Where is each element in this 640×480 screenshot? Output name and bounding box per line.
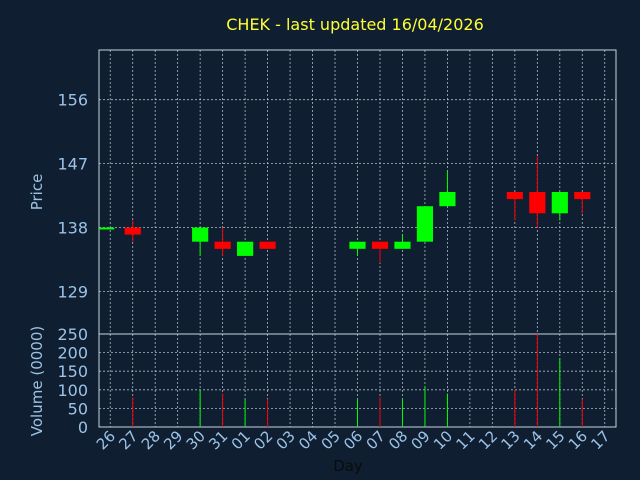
candles-layer — [99, 156, 591, 263]
day-axis-label: Day — [333, 457, 363, 475]
volume-bars-layer — [132, 334, 583, 427]
chart-title: CHEK - last updated 16/04/2026 — [226, 15, 484, 34]
candle-body — [237, 241, 254, 256]
candle-body — [214, 241, 231, 249]
candle-body — [529, 192, 546, 214]
price-tick-label: 138 — [57, 219, 88, 238]
candle-body — [394, 241, 411, 249]
price-tick-label: 156 — [57, 91, 88, 110]
candle-body — [124, 227, 141, 235]
candle-body — [416, 206, 434, 242]
candle-body — [574, 192, 591, 200]
day-tick-label: 17 — [587, 427, 613, 453]
candle-body — [439, 192, 456, 207]
candle-body — [506, 192, 523, 200]
candle-body — [349, 241, 366, 249]
price-axis-label: Price — [28, 174, 46, 211]
volume-tick-label: 50 — [68, 399, 88, 418]
price-axis-ticks: 129 138 147 156 — [57, 91, 88, 302]
price-tick-label: 147 — [57, 155, 88, 174]
candle-body — [551, 192, 568, 214]
volume-tick-label: 0 — [78, 418, 88, 437]
volume-tick-label: 100 — [57, 381, 88, 400]
volume-tick-label: 250 — [57, 325, 88, 344]
volume-axis-label: Volume (0000) — [28, 326, 46, 436]
volume-tick-label: 150 — [57, 362, 88, 381]
candle-body — [192, 227, 209, 242]
candle-body — [371, 241, 389, 249]
candle-body — [99, 227, 115, 230]
price-tick-label: 129 — [57, 282, 88, 301]
volume-tick-label: 200 — [57, 344, 88, 363]
day-axis-ticks: 2627282930310102030405060708091011121314… — [93, 427, 614, 453]
candle-body — [259, 241, 276, 249]
